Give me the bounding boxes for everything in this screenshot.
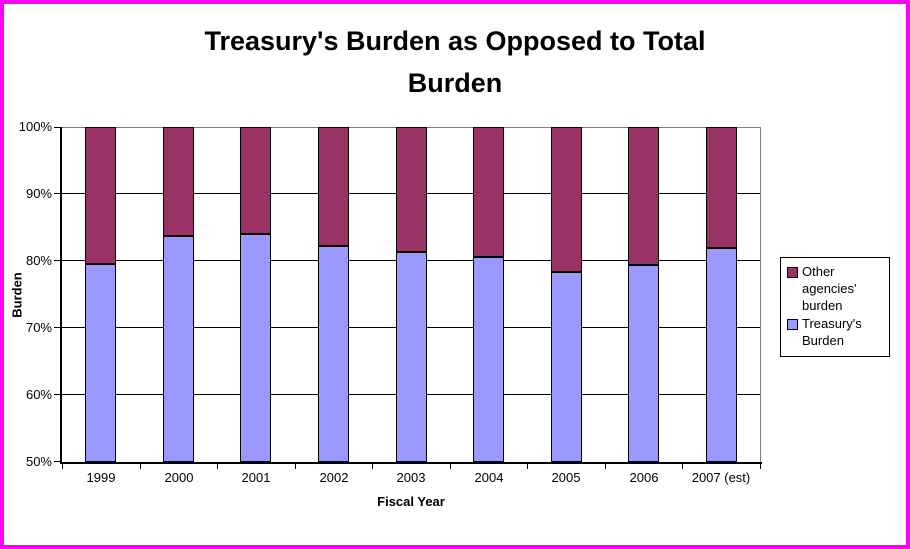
x-tick bbox=[605, 464, 606, 469]
x-tick bbox=[527, 464, 528, 469]
x-tick bbox=[760, 464, 761, 469]
bar-segment-treasury-2004 bbox=[473, 257, 504, 462]
bar-segment-treasury-2006 bbox=[628, 265, 659, 462]
x-tick bbox=[62, 464, 63, 469]
y-tick-label: 70% bbox=[25, 320, 52, 335]
y-tick-label: 80% bbox=[25, 253, 52, 268]
legend-label-other-agencies: Other agencies' burden bbox=[802, 264, 857, 313]
y-tick bbox=[54, 260, 60, 261]
bar-segment-treasury-2007 (est) bbox=[706, 248, 737, 462]
x-tick-label: 1999 bbox=[86, 470, 116, 485]
y-axis-title: Burden bbox=[9, 272, 25, 318]
bar-segment-other-agencies-2004 bbox=[473, 127, 504, 257]
y-tick bbox=[54, 327, 60, 328]
bar-segment-treasury-2001 bbox=[240, 234, 271, 462]
y-tick bbox=[54, 193, 60, 194]
bar-segment-treasury-1999 bbox=[85, 264, 116, 462]
bar-segment-other-agencies-2002 bbox=[318, 127, 349, 246]
x-tick-label: 2007 (est) bbox=[691, 470, 751, 485]
legend: Other agencies' burden Treasury's Burden bbox=[780, 257, 890, 357]
plot-border-right bbox=[760, 127, 761, 462]
y-axis-line bbox=[60, 127, 62, 462]
plot-area: Fiscal Year 50% 60% 70% 80% 90% 100% 1999 2000 2… bbox=[19, 119, 762, 509]
x-tick-label: 2000 bbox=[164, 470, 194, 485]
x-tick-label: 2004 bbox=[474, 470, 504, 485]
bar-segment-other-agencies-2006 bbox=[628, 127, 659, 265]
bar-segment-other-agencies-2005 bbox=[551, 127, 582, 272]
legend-swatch-treasury bbox=[787, 319, 798, 330]
bar-segment-treasury-2003 bbox=[396, 252, 427, 462]
chart-title-line-1: Treasury's Burden as Opposed to Total bbox=[204, 26, 706, 56]
x-tick bbox=[217, 464, 218, 469]
y-tick bbox=[54, 394, 60, 395]
legend-item-treasury: Treasury's Burden bbox=[786, 315, 888, 349]
bar-segment-other-agencies-2003 bbox=[396, 127, 427, 252]
x-tick bbox=[450, 464, 451, 469]
x-tick-label: 2005 bbox=[551, 470, 581, 485]
x-tick-label: 2003 bbox=[396, 470, 426, 485]
x-tick bbox=[372, 464, 373, 469]
x-tick bbox=[295, 464, 296, 469]
x-axis-line bbox=[60, 462, 762, 464]
x-tick bbox=[140, 464, 141, 469]
x-tick bbox=[682, 464, 683, 469]
bar-segment-treasury-2002 bbox=[318, 246, 349, 462]
chart-title-line-2: Burden bbox=[407, 68, 503, 98]
y-tick bbox=[54, 127, 60, 128]
bar-segment-treasury-2005 bbox=[551, 272, 582, 462]
bar-segment-other-agencies-1999 bbox=[85, 127, 116, 264]
bar-segment-other-agencies-2000 bbox=[163, 127, 194, 236]
bar-segment-other-agencies-2007 (est) bbox=[706, 127, 737, 248]
chart-title: Treasury's Burden as Opposed to Total Bu… bbox=[4, 20, 906, 104]
x-tick-label: 2002 bbox=[319, 470, 349, 485]
x-tick-label: 2001 bbox=[241, 470, 271, 485]
x-tick-label: 2006 bbox=[629, 470, 659, 485]
y-tick bbox=[54, 461, 60, 462]
y-tick-label: 50% bbox=[25, 454, 52, 469]
y-tick-label: 60% bbox=[25, 387, 52, 402]
y-tick-label: 90% bbox=[25, 186, 52, 201]
legend-item-other-agencies: Other agencies' burden bbox=[786, 263, 888, 314]
bar-segment-treasury-2000 bbox=[163, 236, 194, 462]
legend-swatch-other-agencies bbox=[787, 267, 798, 278]
x-axis-title: Fiscal Year bbox=[377, 494, 445, 509]
bar-segment-other-agencies-2001 bbox=[240, 127, 271, 234]
legend-label-treasury: Treasury's Burden bbox=[802, 316, 862, 348]
y-tick-label: 100% bbox=[18, 119, 52, 134]
